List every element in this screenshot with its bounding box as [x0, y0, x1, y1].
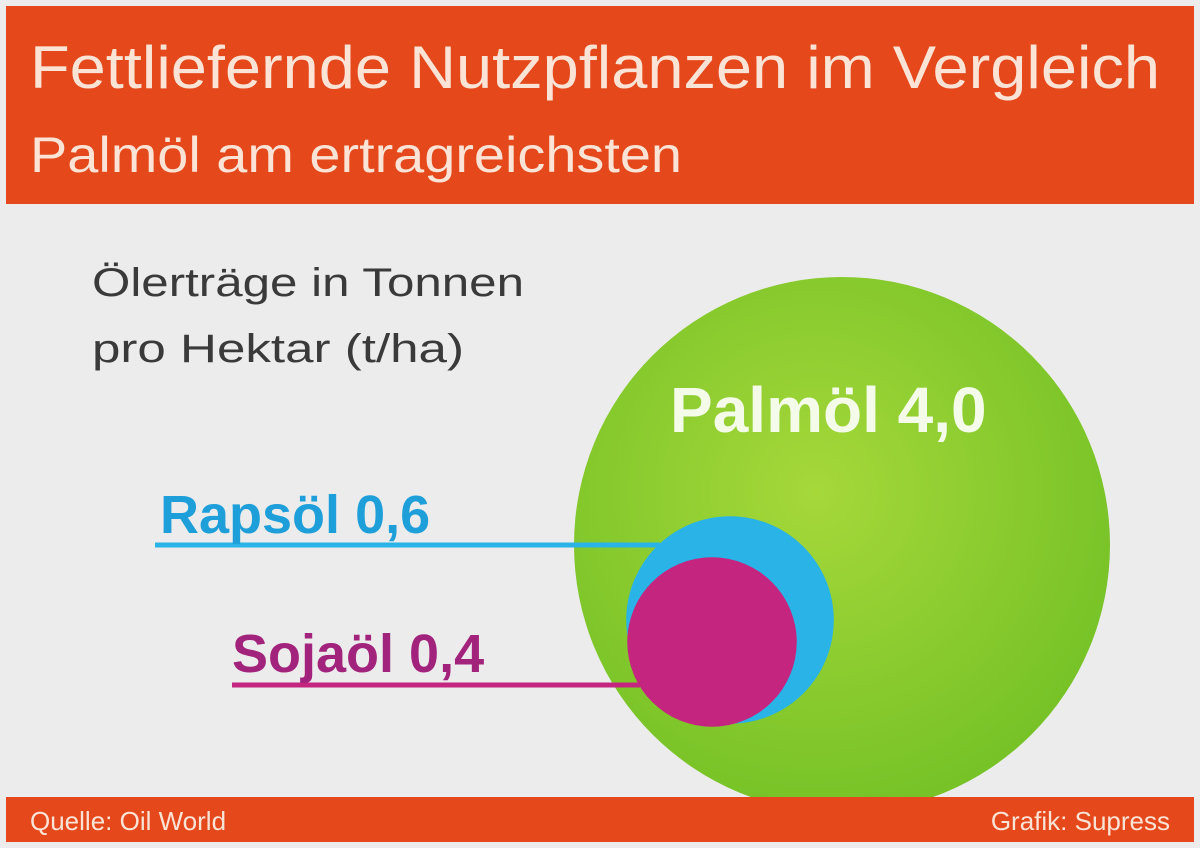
- unit-label: pro Hektar (t/ha): [92, 327, 464, 371]
- title: Fettliefernde Nutzpflanzen im Vergleich: [30, 34, 1160, 101]
- credit: Grafik: Supress: [991, 806, 1170, 836]
- bubbles: [574, 277, 1110, 813]
- category-name: Sojaöl: [232, 624, 394, 684]
- source: Quelle: Oil World: [30, 806, 226, 836]
- category-name: Palmöl: [670, 374, 880, 446]
- bubble-label: Sojaöl 0,4: [232, 624, 484, 684]
- header-band: [6, 6, 1194, 204]
- labels: Palmöl 4,0 Rapsöl 0,6 Sojaöl 0,4: [155, 374, 987, 688]
- bubble-label: Palmöl 4,0: [670, 374, 987, 446]
- value-label: 0,4: [409, 624, 484, 684]
- subtitle: Palmöl am ertragreichsten: [30, 127, 682, 183]
- value-label: 4,0: [898, 374, 987, 446]
- category-name: Rapsöl: [160, 485, 340, 545]
- value-label: 0,6: [355, 485, 430, 545]
- bubble: [627, 557, 797, 727]
- unit-label: Ölerträge in Tonnen: [92, 261, 524, 305]
- bubble-label: Rapsöl 0,6: [160, 485, 430, 545]
- footer-band: [6, 797, 1194, 842]
